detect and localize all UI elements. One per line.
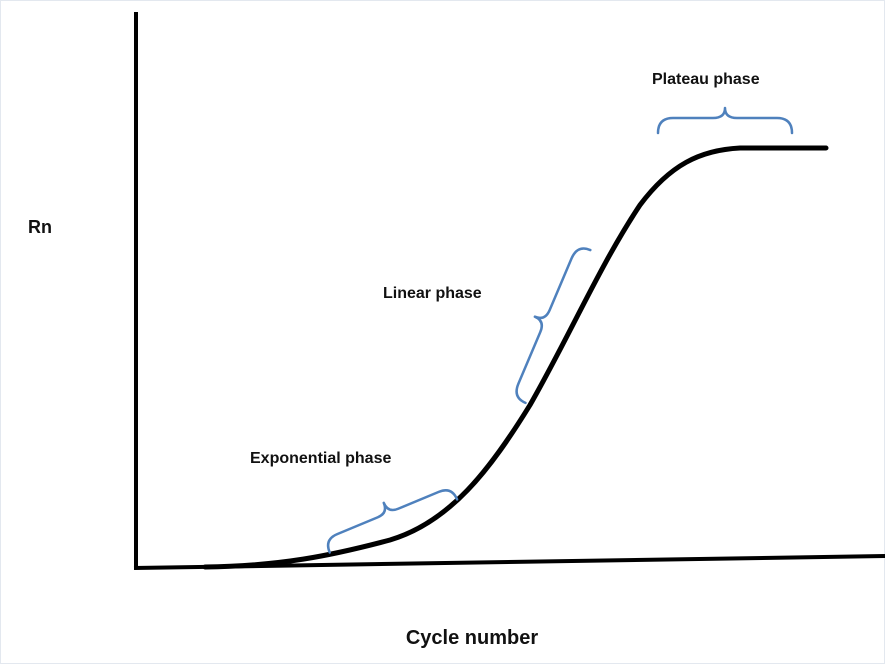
exponential-brace (326, 489, 459, 554)
phase-label: Plateau phase (652, 71, 760, 88)
linear-brace (515, 247, 592, 405)
plateau-brace (656, 106, 794, 135)
phase-label: Exponential phase (250, 450, 391, 467)
exponential-brace-group (326, 489, 459, 554)
x-axis-label: Cycle number (406, 627, 538, 649)
amplification-curve (202, 145, 829, 570)
linear-brace-group (515, 247, 592, 405)
y-axis-label: Rn (28, 217, 52, 237)
phase-label: Linear phase (383, 285, 482, 302)
